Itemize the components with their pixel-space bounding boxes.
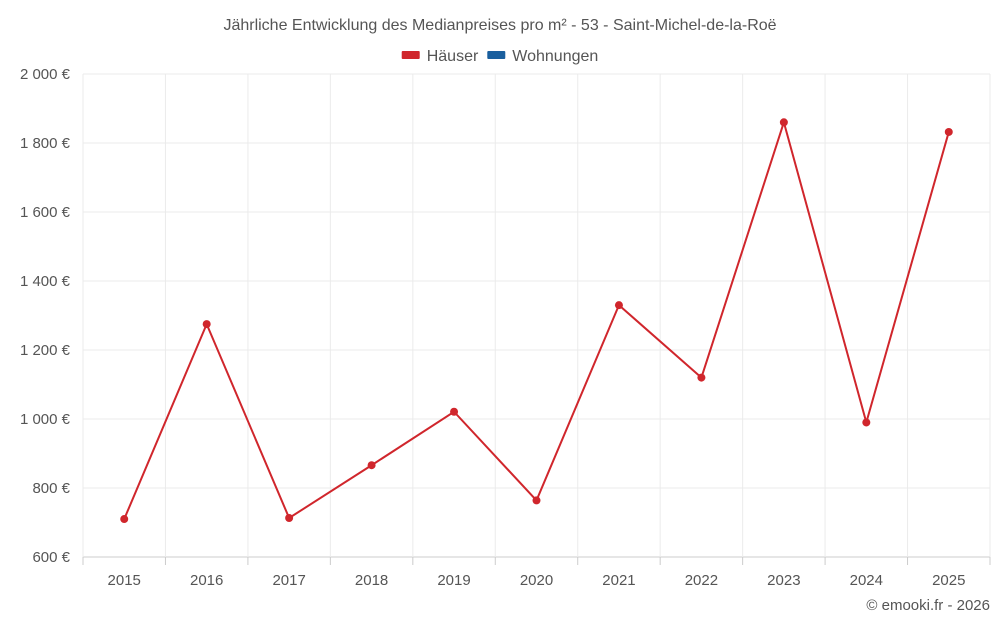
y-tick-label: 1 600 € bbox=[20, 204, 71, 221]
y-axis: 600 € 800 € 1 000 € 1 200 € 1 400 € 1 600 € 1 … bbox=[20, 66, 71, 566]
x-tick-label: 2020 bbox=[520, 572, 553, 589]
series-group bbox=[120, 118, 953, 524]
x-axis: 2015 2016 2017 2018 2019 2020 2021 2022 2023 2024… bbox=[82, 557, 991, 589]
grid bbox=[82, 73, 991, 558]
data-point[interactable] bbox=[367, 461, 376, 470]
chart-title: Jährliche Entwicklung des Medianpreises … bbox=[223, 17, 776, 34]
x-tick-label: 2015 bbox=[108, 572, 141, 589]
legend-label: Wohnungen bbox=[512, 48, 598, 65]
data-point[interactable] bbox=[450, 407, 459, 416]
y-tick-label: 2 000 € bbox=[20, 66, 71, 83]
legend-label: Häuser bbox=[427, 48, 479, 65]
data-point[interactable] bbox=[532, 496, 541, 505]
y-tick-label: 600 € bbox=[32, 549, 70, 566]
data-point[interactable] bbox=[862, 418, 871, 427]
x-tick-label: 2021 bbox=[602, 572, 635, 589]
y-tick-label: 1 400 € bbox=[20, 273, 71, 290]
credit-text: © emooki.fr - 2026 bbox=[866, 597, 990, 614]
x-tick-label: 2016 bbox=[190, 572, 223, 589]
data-point[interactable] bbox=[944, 127, 953, 136]
legend-item-1[interactable]: Wohnungen bbox=[487, 48, 598, 65]
data-point[interactable] bbox=[202, 320, 211, 329]
x-tick-label: 2023 bbox=[767, 572, 800, 589]
y-tick-label: 1 000 € bbox=[20, 411, 71, 428]
data-point[interactable] bbox=[779, 118, 788, 127]
legend-item-0[interactable]: Häuser bbox=[401, 48, 479, 65]
data-point[interactable] bbox=[285, 514, 294, 523]
y-tick-label: 1 200 € bbox=[20, 342, 71, 359]
data-point[interactable] bbox=[614, 301, 623, 310]
y-tick-label: 800 € bbox=[32, 480, 70, 497]
x-tick-label: 2022 bbox=[685, 572, 718, 589]
legend-swatch bbox=[401, 51, 420, 59]
x-tick-label: 2025 bbox=[932, 572, 965, 589]
x-tick-label: 2019 bbox=[437, 572, 470, 589]
legend-swatch bbox=[487, 51, 506, 59]
data-point[interactable] bbox=[120, 515, 129, 524]
x-tick-label: 2024 bbox=[850, 572, 883, 589]
legend[interactable]: Häuser Wohnungen bbox=[401, 48, 599, 65]
data-point[interactable] bbox=[697, 373, 706, 382]
x-tick-label: 2018 bbox=[355, 572, 388, 589]
y-tick-label: 1 800 € bbox=[20, 135, 71, 152]
x-tick-label: 2017 bbox=[272, 572, 305, 589]
